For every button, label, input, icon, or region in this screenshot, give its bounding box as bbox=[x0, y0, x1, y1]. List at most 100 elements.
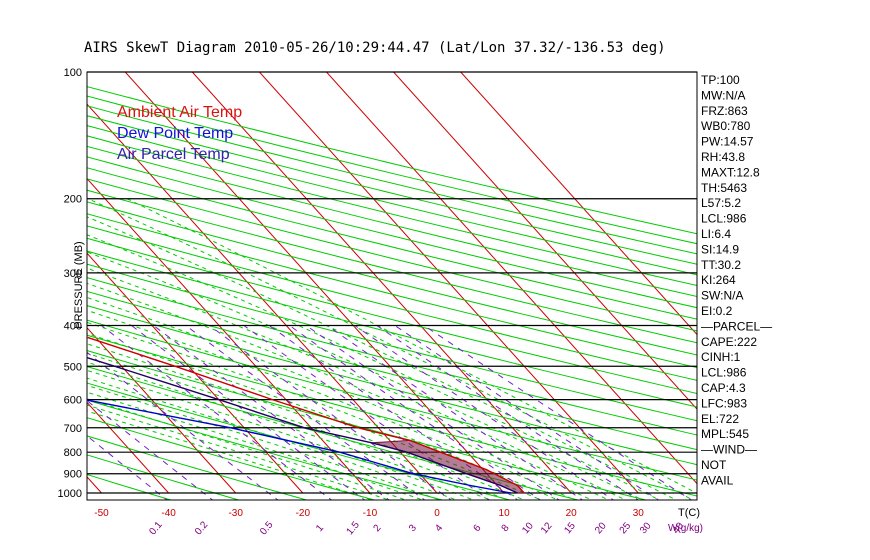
moist-adiabat-line bbox=[87, 282, 610, 500]
stat-item: AVAIL bbox=[701, 473, 734, 487]
moist-adiabat-line bbox=[87, 391, 425, 500]
dry-adiabat-line bbox=[87, 201, 697, 356]
stat-item: MAXT:12.8 bbox=[701, 165, 760, 179]
moist-adiabat-line bbox=[87, 369, 475, 500]
bottom-temp-tick: 30 bbox=[633, 508, 645, 519]
background-grid bbox=[0, 72, 697, 500]
dry-adiabat-line bbox=[87, 290, 697, 451]
mixing-ratio-tick: 6 bbox=[471, 522, 483, 534]
isotherm-line bbox=[87, 252, 304, 494]
y-axis-label: PRESSURE (MB) bbox=[73, 241, 85, 328]
stat-item: WB0:780 bbox=[701, 119, 751, 133]
isotherm-line bbox=[191, 72, 572, 494]
mixing-ratio-line bbox=[153, 325, 390, 500]
pressure-tick: 900 bbox=[64, 469, 82, 481]
moist-adiabat-line bbox=[87, 343, 526, 500]
dry-adiabat-line bbox=[87, 350, 648, 500]
stat-item: CAPE:222 bbox=[701, 335, 757, 349]
bottom-temp-tick: -10 bbox=[363, 508, 378, 519]
mixing-ratio-line bbox=[87, 351, 279, 500]
stat-item: PW:14.57 bbox=[701, 135, 754, 149]
moist-adiabat-line bbox=[87, 384, 442, 500]
isotherm-line bbox=[0, 72, 34, 493]
moist-adiabat-line bbox=[87, 321, 560, 500]
mixing-ratio-tick: 0.2 bbox=[193, 519, 211, 537]
stat-item: SW:N/A bbox=[701, 289, 743, 303]
mixing-ratio-tick: 3 bbox=[407, 522, 419, 534]
mixing-ratio-tick: 20 bbox=[593, 520, 609, 536]
mixing-ratio-tick: 30 bbox=[638, 520, 654, 536]
stat-item: L57:5.2 bbox=[701, 196, 741, 210]
stat-item: LCL:986 bbox=[701, 212, 747, 226]
pressure-tick: 1000 bbox=[58, 488, 82, 500]
moist-adiabat-line bbox=[87, 216, 678, 500]
dry-adiabat-line bbox=[87, 135, 697, 286]
dry-adiabat-line bbox=[87, 156, 697, 309]
stat-item: CINH:1 bbox=[701, 350, 741, 364]
dry-adiabat-line bbox=[87, 454, 241, 500]
moist-adiabat-line bbox=[87, 296, 593, 500]
dry-adiabat-line bbox=[87, 178, 697, 332]
moist-adiabat-line bbox=[87, 333, 543, 500]
profile-lines bbox=[87, 336, 525, 494]
moist-adiabat-line bbox=[87, 404, 391, 500]
mixing-ratio-tick: 10 bbox=[520, 520, 536, 536]
mixing-ratio-line bbox=[306, 325, 560, 500]
bottom-temp-tick: -40 bbox=[161, 508, 176, 519]
isotherm-line bbox=[87, 177, 371, 494]
bottom-temp-tick: 10 bbox=[499, 508, 511, 519]
pressure-tick: 100 bbox=[64, 67, 82, 79]
dry-adiabat-line bbox=[87, 167, 697, 320]
moist-adiabat-line bbox=[87, 267, 627, 500]
mixing-ratio-line bbox=[101, 325, 333, 500]
mixing-ratio-line bbox=[131, 325, 366, 500]
dry-adiabat-line bbox=[87, 399, 445, 500]
legend-air-parcel-temp: Air Parcel Temp bbox=[117, 146, 230, 163]
mixing-ratio-line bbox=[394, 325, 660, 500]
pressure-tick: 700 bbox=[64, 423, 82, 435]
chart-title: AIRS SkewT Diagram 2010-05-26/10:29:44.4… bbox=[84, 40, 666, 56]
stat-item: KI:264 bbox=[701, 273, 736, 287]
stat-item: —PARCEL— bbox=[701, 319, 772, 333]
moist-adiabat-line bbox=[87, 234, 661, 500]
stat-item: LFC:983 bbox=[701, 396, 747, 410]
stat-item: —WIND— bbox=[701, 443, 757, 457]
mixing-ratio-tick: 4 bbox=[433, 522, 445, 534]
mixing-ratio-tick: 2 bbox=[372, 522, 384, 534]
pressure-tick: 300 bbox=[64, 268, 82, 280]
mixing-ratio-tick: 15 bbox=[562, 520, 578, 536]
legend: Ambient Air Temp Dew Point Temp Air Parc… bbox=[117, 104, 242, 163]
mixing-ratio-tick: 0.5 bbox=[258, 519, 276, 537]
bottom-temp-tick: 20 bbox=[566, 508, 578, 519]
moist-adiabat-line bbox=[87, 352, 509, 500]
dry-adiabat-line bbox=[87, 319, 697, 481]
dry-adiabat-line bbox=[87, 125, 697, 276]
mixing-ratio-tick: 1 bbox=[314, 522, 326, 534]
dry-adiabat-line bbox=[87, 115, 697, 265]
moist-adiabat-line bbox=[87, 410, 374, 500]
dry-adiabat-line bbox=[87, 277, 697, 436]
mixing-ratio-line bbox=[354, 325, 615, 500]
isotherm-line bbox=[87, 476, 102, 494]
stat-item: TT:30.2 bbox=[701, 258, 741, 272]
dry-adiabat-line bbox=[87, 417, 377, 500]
moist-adiabat-line bbox=[126, 198, 697, 494]
moist-adiabat-line bbox=[87, 309, 577, 500]
pressure-tick: 400 bbox=[64, 320, 82, 332]
moist-adiabat-line bbox=[87, 251, 644, 500]
mixing-ratio-unit: W(g/kg) bbox=[668, 523, 703, 534]
axis-ticks: 1002003004005006007008009001000-120-110-… bbox=[58, 67, 703, 537]
dry-adiabat-line bbox=[87, 334, 697, 497]
mixing-ratio-tick: 0.1 bbox=[147, 519, 165, 537]
series-line-air-parcel-temp bbox=[87, 356, 518, 494]
isotherm-line bbox=[259, 72, 639, 494]
series-line-dew-point-temp bbox=[87, 399, 511, 494]
legend-ambient-air-temp: Ambient Air Temp bbox=[117, 104, 242, 121]
dry-adiabat-line bbox=[87, 105, 697, 255]
dry-adiabat-line bbox=[87, 145, 697, 297]
stat-item: TP:100 bbox=[701, 73, 740, 87]
stat-item: RH:43.8 bbox=[701, 150, 745, 164]
stat-item: SI:14.9 bbox=[701, 242, 739, 256]
isotherm-line bbox=[87, 327, 237, 494]
